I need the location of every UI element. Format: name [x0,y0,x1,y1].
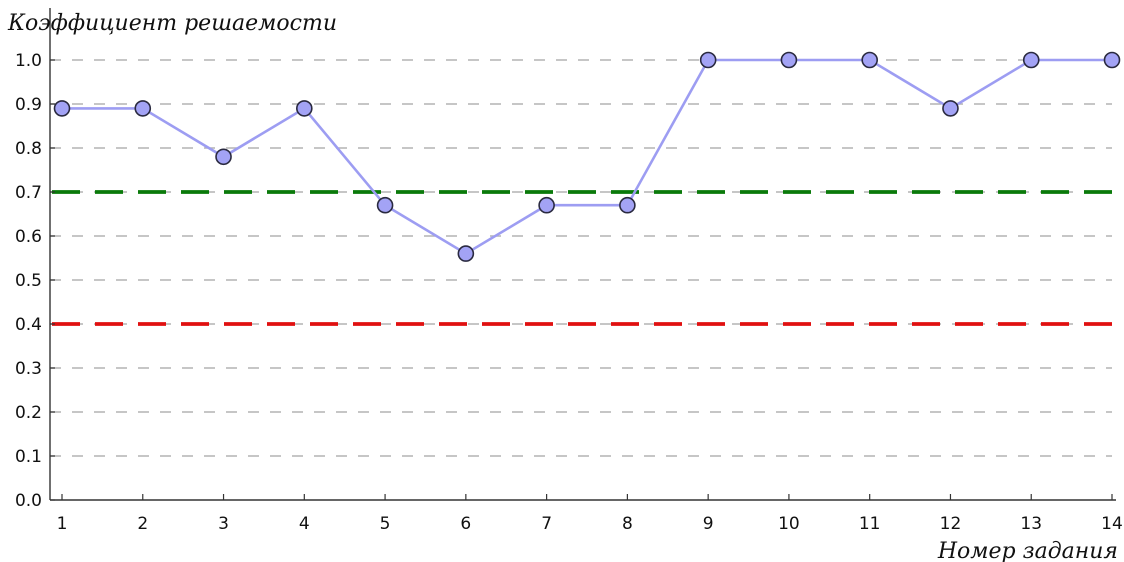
y-tick-label: 0.1 [15,447,42,467]
y-tick-label: 0.8 [15,139,42,159]
data-point [376,196,394,214]
data-point [1022,51,1040,69]
data-point [942,100,959,117]
y-tick-label: 0.2 [15,403,42,423]
y-tick-label: 0.9 [15,95,42,115]
data-point [53,100,71,117]
y-tick-label: 0.3 [15,359,42,379]
data-point [699,51,717,69]
y-tick-label: 0.4 [15,315,42,335]
data-point [1103,51,1121,69]
data-point [780,51,798,69]
data-point [134,100,152,117]
x-tick-label: 14 [1101,514,1123,534]
x-tick-label: 6 [460,514,471,534]
data-point [457,245,475,262]
x-tick-label: 4 [299,514,310,534]
data-point [861,51,878,69]
x-tick-label: 7 [541,514,552,534]
data-point [619,196,636,214]
x-tick-label: 11 [859,514,881,534]
y-tick-label: 1.0 [15,51,42,71]
x-tick-label: 10 [778,514,800,534]
x-tick-label: 5 [380,514,391,534]
y-axis-title: Коэффициент решаемости [7,11,337,36]
y-tick-label: 0.0 [15,491,42,511]
tick-labels: 0.00.10.20.30.40.50.60.70.80.91.01 2 3 4 5 6 7… [15,51,1123,534]
axes [49,8,1116,501]
data-point [296,100,313,117]
x-tick-label: 12 [940,514,962,534]
series-group [53,51,1121,262]
data-point [215,148,232,166]
series-line [62,58,1112,256]
y-tick-label: 0.5 [15,271,42,291]
x-tick-label: 13 [1020,514,1042,534]
grid-lines [50,59,1112,457]
x-tick-label: 2 [137,514,148,534]
y-tick-label: 0.7 [15,183,42,203]
x-tick-label: 9 [703,514,714,534]
x-tick-label: 1 [57,514,68,534]
y-tick-label: 0.6 [15,227,42,247]
x-axis-title: Номер задания [937,539,1118,562]
reference-lines [52,190,1112,326]
x-tick-label: 3 [218,514,229,534]
data-point [538,196,555,214]
x-tick-label: 8 [622,514,633,534]
